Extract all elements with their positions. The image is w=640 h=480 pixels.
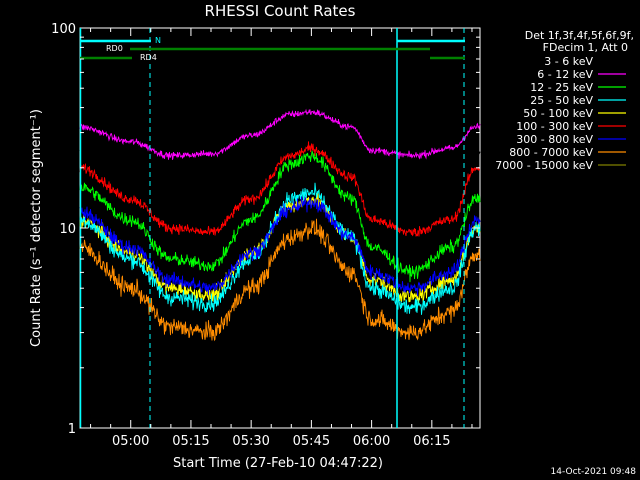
x-tick-label: 05:00 [112, 434, 149, 449]
legend-label: 12 - 25 keV [530, 81, 593, 94]
rd4-label: RD4 [140, 53, 157, 62]
series-line-6-12-kev [79, 108, 481, 160]
legend-header-fdecim: FDecim 1, Att 0 [543, 41, 628, 54]
series-line-3-6-kev [79, 131, 481, 192]
x-tick-label: 05:15 [172, 434, 209, 449]
legend-label: 25 - 50 keV [530, 94, 593, 107]
legend-label: 800 - 7000 keV [509, 146, 593, 159]
legend-label: 100 - 300 keV [516, 120, 593, 133]
y-tick-label: 10 [59, 222, 76, 237]
legend-label: 50 - 100 keV [523, 107, 593, 120]
rd0-label: RD0 [106, 44, 123, 53]
legend-label: 300 - 800 keV [516, 133, 593, 146]
legend-label: 6 - 12 keV [537, 68, 593, 81]
x-axis-title: Start Time (27-Feb-10 04:47:22) [173, 456, 383, 471]
y-axis-title: Count Rate (s⁻¹ detector segment⁻¹) [29, 109, 44, 347]
series-line-25-50-kev [79, 182, 481, 315]
series-line-800-7000-kev [79, 218, 481, 342]
attenuator-state-label: N [155, 36, 161, 45]
series-line-300-800-kev [79, 196, 481, 297]
x-tick-label: 05:45 [293, 434, 330, 449]
legend-header-detectors: Det 1f,3f,4f,5f,6f,9f, [525, 29, 634, 42]
y-tick-label: 1 [68, 422, 76, 437]
marker-group [79, 28, 465, 428]
x-tick-label: 06:15 [413, 434, 450, 449]
x-tick-label: 05:30 [232, 434, 269, 449]
footer-timestamp: 14-Oct-2021 09:48 [551, 467, 637, 477]
chart-title: RHESSI Count Rates [205, 2, 356, 20]
y-tick-label: 100 [51, 22, 76, 37]
series-group [79, 108, 481, 342]
x-tick-label: 06:00 [353, 434, 390, 449]
axes-group: 05:00 05:15 05:30 05:45 06:00 06:15 1 10 100 [51, 22, 480, 449]
series-line-12-25-kev [79, 150, 481, 283]
legend-label: 7000 - 15000 keV [495, 159, 593, 172]
series-line-100-300-kev [79, 141, 481, 237]
legend-label: 3 - 6 keV [544, 55, 593, 68]
